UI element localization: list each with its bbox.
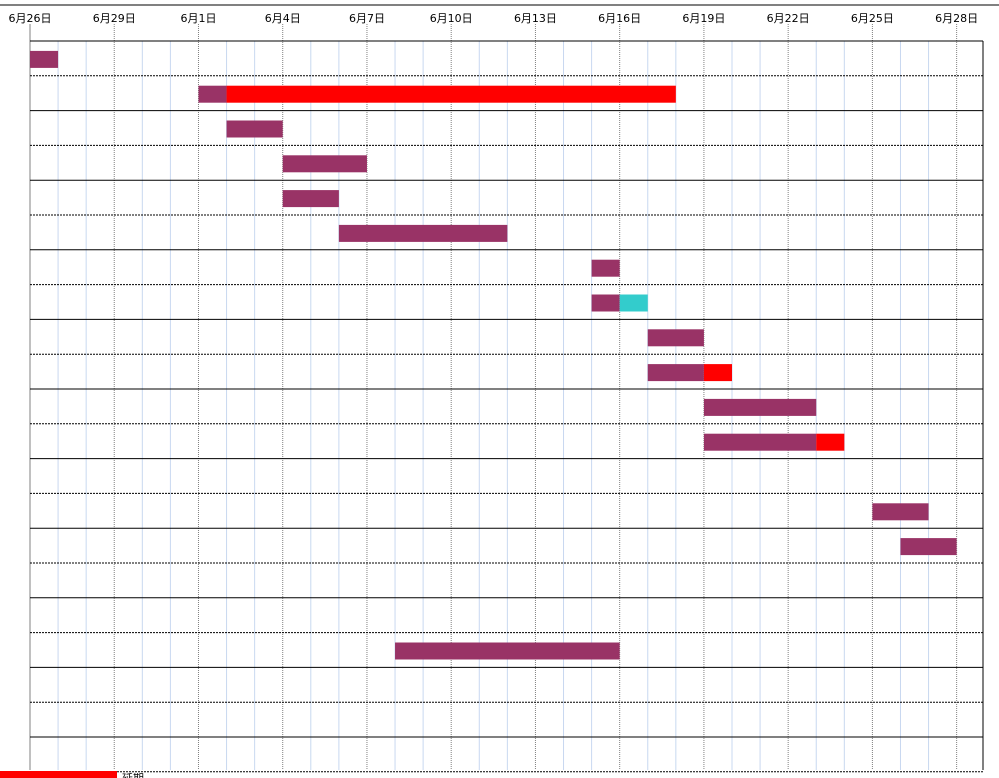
gantt-bar-planned [30, 50, 59, 68]
gantt-bar-planned [282, 155, 367, 173]
gantt-bar-planned [591, 294, 620, 312]
legend: 延期 [0, 771, 144, 778]
x-tick-label: 6月4日 [265, 12, 301, 25]
legend-swatch [0, 771, 117, 778]
gantt-bar-delay [226, 85, 676, 103]
x-tick-label: 6月1日 [180, 12, 216, 25]
x-tick-label: 6月19日 [682, 12, 725, 25]
gantt-bar-planned [198, 85, 227, 103]
legend-label: 延期 [122, 772, 144, 778]
gantt-bar-planned [226, 120, 283, 138]
x-tick-label: 6月13日 [514, 12, 557, 25]
gantt-bar-planned [647, 329, 704, 347]
x-tick-label: 6月26日 [9, 12, 52, 25]
x-tick-label: 6月7日 [349, 12, 385, 25]
x-tick-label: 6月29日 [93, 12, 136, 25]
x-tick-label: 6月25日 [851, 12, 894, 25]
gantt-bar-delay [816, 433, 845, 451]
x-tick-label: 6月28日 [935, 12, 978, 25]
gantt-bar-planned [703, 398, 817, 416]
gantt-bar-planned [395, 642, 620, 660]
gantt-bar-planned [647, 364, 704, 382]
gantt-bar-delay [703, 364, 732, 382]
x-tick-label: 6月10日 [430, 12, 473, 25]
tick-layer: 6月26日 6月29日 6月1日 6月4日 6月7日 6月10日 6月13日 6月16日 6月1… [9, 12, 979, 25]
gantt-bar-planned [703, 433, 817, 451]
x-tick-label: 6月22日 [767, 12, 810, 25]
gantt-bar-planned [338, 224, 508, 242]
gantt-bar-extra [619, 294, 648, 312]
gantt-bar-planned [591, 259, 620, 277]
row-layer [30, 40, 983, 773]
gantt-bar-planned [900, 538, 957, 556]
gantt-bar-planned [872, 503, 929, 521]
x-tick-label: 6月16日 [598, 12, 641, 25]
gantt-bar-planned [282, 190, 339, 208]
bar-layer [30, 50, 957, 660]
